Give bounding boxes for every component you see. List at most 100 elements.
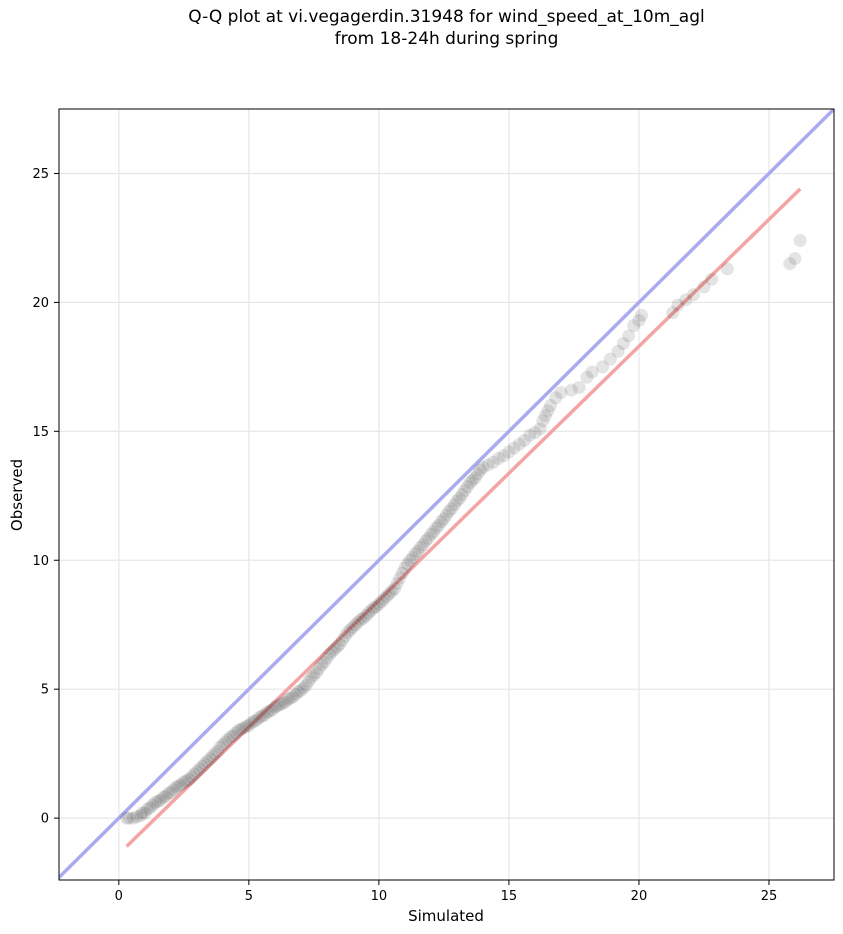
data-point [361,606,375,620]
grid-layer [59,109,834,880]
data-point [307,668,321,682]
data-point [134,809,148,823]
data-point [424,527,438,541]
data-point [622,329,636,343]
data-point [616,337,630,351]
data-point [185,770,199,784]
data-point [611,344,625,358]
data-point [325,645,339,659]
data-point [218,735,232,749]
data-point [146,798,160,812]
data-point [512,437,526,451]
data-point [354,613,368,627]
data-point [343,623,357,637]
data-point [533,422,547,436]
data-point [419,534,433,548]
data-point [393,571,407,585]
data-layer [59,109,834,880]
data-point [203,752,217,766]
data-point [140,802,154,816]
data-point [239,720,253,734]
data-point [572,380,586,394]
x-tick-label: 10 [371,889,388,904]
data-point [486,455,500,469]
x-tick-label: 25 [761,889,778,904]
data-point [476,460,490,474]
data-point [632,313,646,327]
data-point [788,252,802,266]
data-point [130,810,144,824]
data-point [265,703,279,717]
data-point [518,433,532,447]
y-tick-label: 5 [41,683,49,698]
data-point [302,674,316,688]
data-point [177,775,191,789]
data-point [179,774,193,788]
data-point [429,521,443,535]
data-point [538,409,552,423]
data-point [231,723,245,737]
data-point [544,399,558,413]
data-point [603,352,617,366]
chart-title: Q-Q plot at vi.vegagerdin.31948 for wind… [0,6,843,50]
data-point [382,587,396,601]
data-point [192,762,206,776]
data-point [463,476,477,490]
data-point [283,691,297,705]
data-point [580,370,594,384]
data-point [687,288,701,302]
data-point [346,620,360,634]
fit-line [125,187,802,848]
data-point [138,806,152,820]
data-point [671,298,685,312]
data-point [270,699,284,713]
data-point [122,811,136,825]
x-tick-label: 15 [501,889,518,904]
data-point [221,732,235,746]
data-point [161,787,175,801]
data-point [263,704,277,718]
data-point [507,441,521,455]
data-point [351,615,365,629]
data-point [400,557,414,571]
data-point [403,553,417,567]
data-point [447,498,461,512]
data-point [455,488,469,501]
data-point [411,544,425,558]
y-tick-label: 25 [32,167,49,182]
data-point [536,414,550,428]
data-point [278,695,292,709]
data-point [367,601,381,615]
data-point [374,595,388,609]
data-point [437,512,451,526]
data-point [554,386,568,400]
data-point [440,508,453,522]
y-tick-label: 15 [32,425,49,440]
data-point [369,600,383,614]
y-axis-label: Observed [8,459,26,531]
data-point [247,714,261,728]
data-point [187,767,201,781]
data-point [268,700,282,714]
data-point [328,642,342,656]
data-point [252,711,266,725]
data-point [164,785,178,799]
data-point [208,747,222,761]
data-point [226,729,240,743]
data-point [190,765,204,779]
data-point [296,681,310,695]
x-tick-label: 0 [115,889,123,904]
data-point [242,718,256,732]
data-point [200,754,214,768]
chart-title-line1: Q-Q plot at vi.vegagerdin.31948 for wind… [188,7,705,27]
data-point [468,471,482,485]
data-point [174,778,188,792]
data-point [502,445,516,459]
data-point [338,629,352,643]
data-point [169,780,183,794]
data-point [153,793,167,807]
data-point [492,451,506,465]
data-point [289,687,303,701]
data-point [304,671,318,685]
